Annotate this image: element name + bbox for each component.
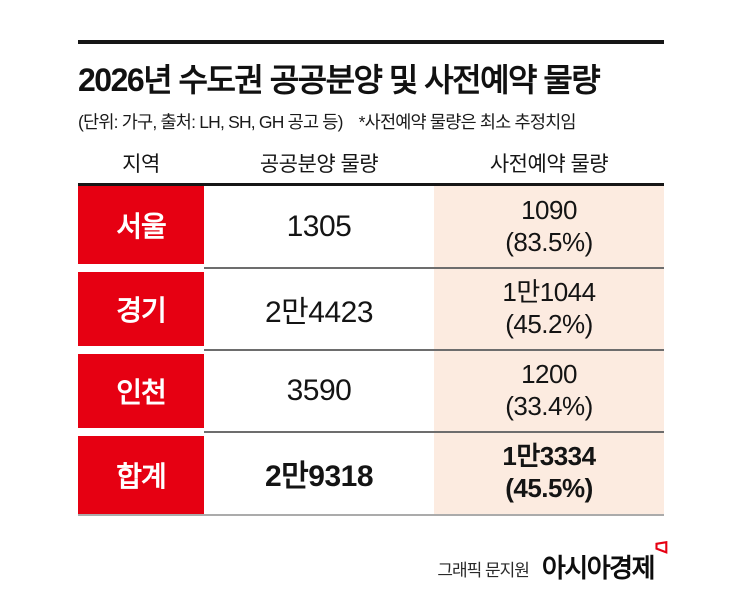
supply-cell: 1305: [204, 186, 434, 268]
table-row: 인천 3590 1200 (33.4%): [78, 349, 664, 432]
asiae-logo: 아시아경제: [541, 541, 668, 585]
region-cell: 인천: [78, 350, 204, 432]
table-row-total: 합계 2만9318 1만3334 (45.5%): [78, 431, 664, 514]
estimate-note: *사전예약 물량은 최소 추정치임: [358, 112, 577, 132]
reserve-percent: (45.2%): [505, 309, 593, 339]
column-header-region: 지역: [122, 153, 160, 176]
supply-cell: 3590: [204, 350, 434, 432]
reserve-cell: 1090 (83.5%): [434, 186, 664, 268]
reserve-cell: 1200 (33.4%): [434, 350, 664, 432]
region-cell: 서울: [78, 186, 204, 268]
reserve-value: 1만3334: [502, 441, 596, 472]
column-header-reserve: 사전예약 물량: [489, 153, 609, 176]
page-title: 2026년 수도권 공공분양 및 사전예약 물량: [78, 62, 601, 98]
reserve-value: 1200: [521, 359, 577, 390]
table-row: 서울 1305 1090 (83.5%): [78, 186, 664, 268]
reserve-percent: (45.5%): [505, 473, 593, 503]
reserve-cell: 1만3334 (45.5%): [434, 432, 664, 514]
asiae-logo-text: 아시아경제: [541, 553, 656, 583]
infographic: 2026년 수도권 공공분양 및 사전예약 물량 (단위: 가구, 출처: LH…: [78, 0, 664, 516]
table-row: 경기 2만4423 1만1044 (45.2%): [78, 267, 664, 350]
graphic-credit: 그래픽 문지원: [437, 561, 530, 580]
reserve-percent: (33.4%): [505, 391, 593, 421]
table-header-row: 지역 공공분양 물량 사전예약 물량: [78, 148, 664, 183]
title-top-rule: [78, 40, 664, 44]
supply-cell: 2만4423: [204, 268, 434, 350]
supply-cell: 2만9318: [204, 432, 434, 514]
data-table: 서울 1305 1090 (83.5%) 경기 2만4423 1만1044 (4…: [78, 183, 664, 516]
asiae-flag-icon: [655, 541, 668, 554]
column-header-supply: 공공분양 물량: [259, 153, 379, 176]
region-cell: 합계: [78, 432, 204, 514]
reserve-cell: 1만1044 (45.2%): [434, 268, 664, 350]
region-cell: 경기: [78, 268, 204, 350]
reserve-value: 1090: [521, 195, 577, 226]
reserve-percent: (83.5%): [505, 227, 593, 257]
footer: 그래픽 문지원 아시아경제: [78, 541, 668, 585]
reserve-value: 1만1044: [502, 277, 596, 308]
subtitle: (단위: 가구, 출처: LH, SH, GH 공고 등) *사전예약 물량은 …: [78, 109, 664, 134]
unit-source-note: (단위: 가구, 출처: LH, SH, GH 공고 등): [78, 112, 343, 132]
